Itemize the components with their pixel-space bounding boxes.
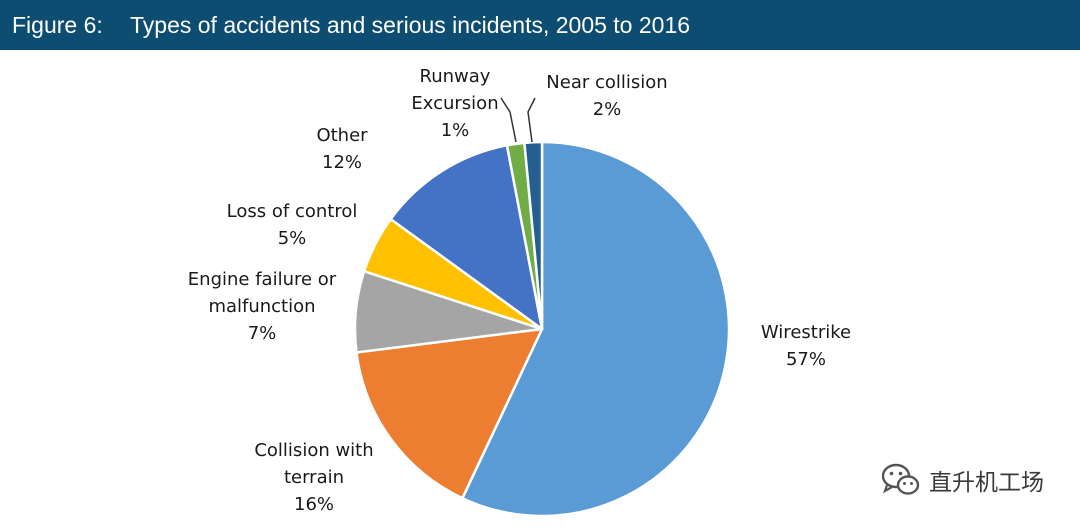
pie-slice-collision-with-terrain — [355, 327, 544, 500]
pie-slice-other — [389, 144, 544, 331]
pie-slice-wirestrike — [461, 140, 731, 518]
slice-label-name: Runway — [419, 66, 491, 87]
slice-label-other: Other 12% — [316, 122, 367, 176]
slice-label-percent: 2% — [592, 99, 622, 120]
leader-line — [527, 97, 536, 143]
figure-number: Figure 6: — [12, 11, 103, 38]
leader-line — [500, 97, 517, 143]
slice-label-name: Other — [316, 125, 368, 146]
figure-title: Types of accidents and serious incidents… — [130, 11, 691, 38]
slice-label-name: terrain — [283, 467, 345, 488]
slice-label-percent: 12% — [321, 152, 363, 173]
slice-label-name: Excursion — [411, 93, 499, 114]
slice-label-name: malfunction — [208, 296, 316, 317]
figure-header: Figure 6: Types of accidents and serious… — [0, 0, 1080, 50]
slice-label-percent: 7% — [247, 323, 277, 344]
slice-label-near-collision: Near collision 2% — [546, 69, 667, 123]
slice-label-percent: 16% — [293, 494, 335, 515]
slice-label-runway-excursion: Runway Excursion 1% — [411, 63, 498, 144]
watermark-text: 直升机工场 — [929, 470, 1044, 496]
slice-label-name: Wirestrike — [760, 322, 852, 343]
slice-label-engine-failure-or-malfunction: Engine failure or malfunction 7% — [188, 266, 336, 347]
slice-label-collision-with-terrain: Collision with terrain 16% — [254, 437, 373, 518]
slice-label-percent: 57% — [785, 349, 826, 370]
slice-label-percent: 1% — [440, 120, 470, 141]
slice-label-name: Engine failure or — [187, 269, 337, 290]
slice-label-wirestrike: Wirestrike 57% — [761, 319, 851, 373]
slice-label-percent: 5% — [277, 228, 307, 249]
wechat-logo-icon — [881, 463, 920, 495]
slice-label-loss-of-control: Loss of control 5% — [227, 198, 358, 252]
pie-slice-near-collision — [523, 140, 544, 331]
slice-label-name: Collision with — [254, 440, 374, 461]
slice-label-name: Near collision — [546, 72, 668, 93]
watermark: 直升机工场 — [881, 462, 1044, 498]
slice-label-name: Loss of control — [226, 201, 358, 222]
